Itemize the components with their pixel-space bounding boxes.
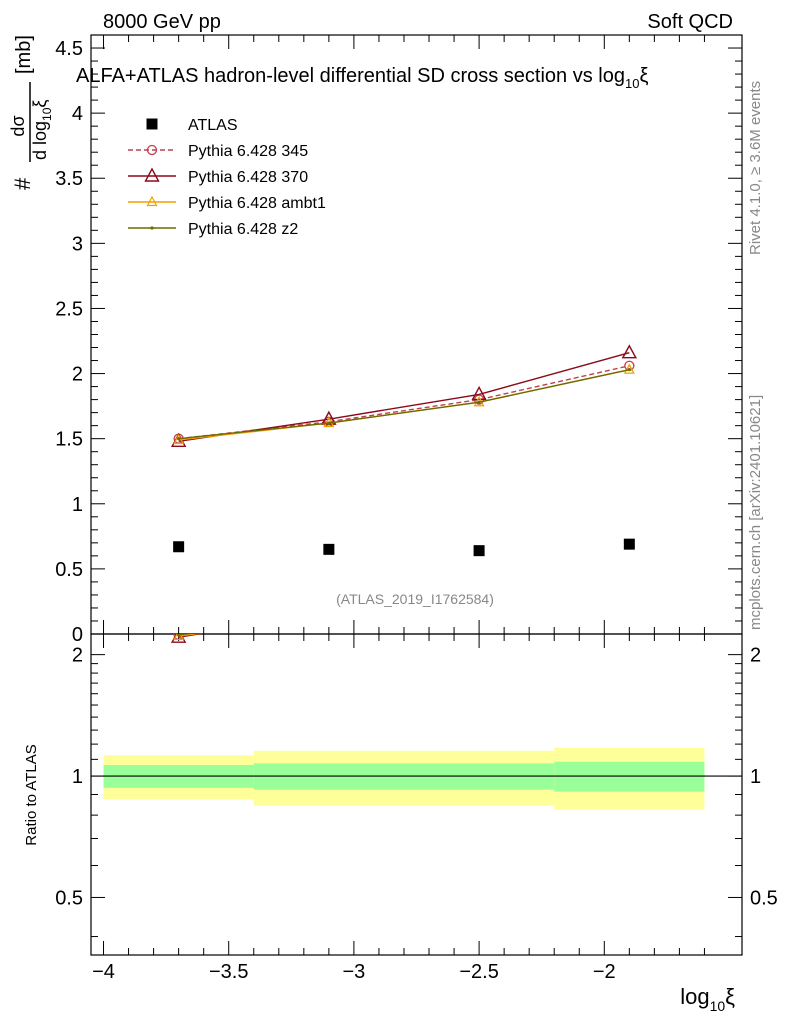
axes: 0 0.5 1 1.5 2 2.5 3 3.5 4 4.5 0.5 0.5 1 1 2 2 −4 −3.5 −3 −2… — [55, 34, 778, 983]
legend-label-ambt1: Pythia 6.428 ambt1 — [188, 195, 326, 212]
y-tick-label: 4.5 — [55, 38, 83, 60]
header-left: 8000 GeV pp — [103, 11, 221, 33]
series-point-p370 — [621, 344, 638, 359]
ratio-tick-label: 1 — [72, 766, 83, 788]
ratio-tick-label-right: 1 — [750, 766, 761, 788]
series-point-z2 — [177, 437, 181, 441]
plot-title-main: ALFA+ATLAS hadron-level differential SD … — [76, 65, 625, 87]
legend-label-atlas: ATLAS — [188, 117, 238, 134]
series-point-z2 — [327, 421, 331, 425]
y-tick-label: 3 — [72, 233, 83, 255]
watermark: (ATLAS_2019_I1762584) — [336, 591, 494, 607]
y-label-unit: [mb] — [13, 35, 35, 74]
y-axis-label: # dσ d log10ξ [mb] — [8, 35, 54, 190]
y-tick-label: 2.5 — [55, 298, 83, 320]
legend-label-p370: Pythia 6.428 370 — [188, 169, 308, 186]
series-layer — [170, 344, 638, 643]
mcplots-label: mcplots.cern.ch [arXiv:2401.10621] — [747, 395, 764, 630]
ratio-band-inner — [554, 761, 705, 792]
legend-marker-p370 — [144, 167, 160, 182]
legend: ATLAS Pythia 6.428 345 Pythia 6.428 370 Pyt… — [128, 117, 326, 238]
atlas-point — [173, 541, 185, 553]
legend-label-z2: Pythia 6.428 z2 — [188, 221, 298, 238]
y-tick-label: 0 — [72, 624, 83, 646]
header-right: Soft QCD — [647, 11, 733, 33]
y-label-denominator: d log10ξ — [30, 100, 54, 160]
x-axis-label: log10ξ — [680, 984, 735, 1014]
atlas-point — [473, 545, 485, 557]
y-tick-label: 2 — [72, 364, 83, 386]
ratio-tick-label: 0.5 — [55, 887, 83, 909]
y-tick-label: 0.5 — [55, 559, 83, 581]
series-point-z2 — [627, 368, 631, 372]
ratio-series-z2 — [177, 634, 192, 637]
x-tick-label: −3 — [342, 961, 365, 983]
y-label-numerator: dσ — [8, 115, 28, 136]
plot-title-sub: 10 — [625, 76, 639, 91]
rivet-label: Rivet 4.1.0, ≥ 3.6M events — [747, 81, 764, 255]
ratio-bands — [91, 747, 742, 810]
series-point-ambt1 — [623, 363, 635, 374]
plot-title: ALFA+ATLAS hadron-level differential SD … — [76, 65, 648, 91]
legend-label-p345: Pythia 6.428 345 — [188, 143, 308, 160]
legend-marker-ambt1 — [146, 195, 158, 207]
legend-marker-atlas — [146, 118, 158, 130]
series-point-ambt1 — [173, 433, 185, 445]
legend-marker-z2 — [150, 226, 154, 230]
series-point-z2 — [477, 400, 481, 404]
ratio-tick-label-right: 2 — [750, 645, 761, 667]
ratio-y-label: Ratio to ATLAS — [23, 744, 40, 845]
y-tick-label: 1.5 — [55, 429, 83, 451]
atlas-point — [323, 543, 335, 555]
y-tick-label: 3.5 — [55, 168, 83, 190]
y-label-hash: # — [10, 177, 35, 190]
atlas-point — [623, 538, 635, 550]
x-tick-label: −2.5 — [459, 961, 498, 983]
ratio-point-z2 — [177, 634, 181, 637]
series-line-z2 — [178, 368, 630, 440]
series-point-p370 — [471, 385, 487, 401]
ratio-tick-label-right: 0.5 — [750, 887, 778, 909]
x-tick-label: −4 — [92, 961, 115, 983]
x-tick-label: −2 — [593, 961, 616, 983]
ratio-tick-label: 2 — [72, 645, 83, 667]
plot-title-xi: ξ — [639, 65, 648, 87]
x-tick-label: −3.5 — [209, 961, 248, 983]
y-tick-label: 4 — [72, 103, 83, 125]
y-tick-label: 1 — [72, 494, 83, 516]
legend-marker-p345 — [146, 144, 158, 156]
